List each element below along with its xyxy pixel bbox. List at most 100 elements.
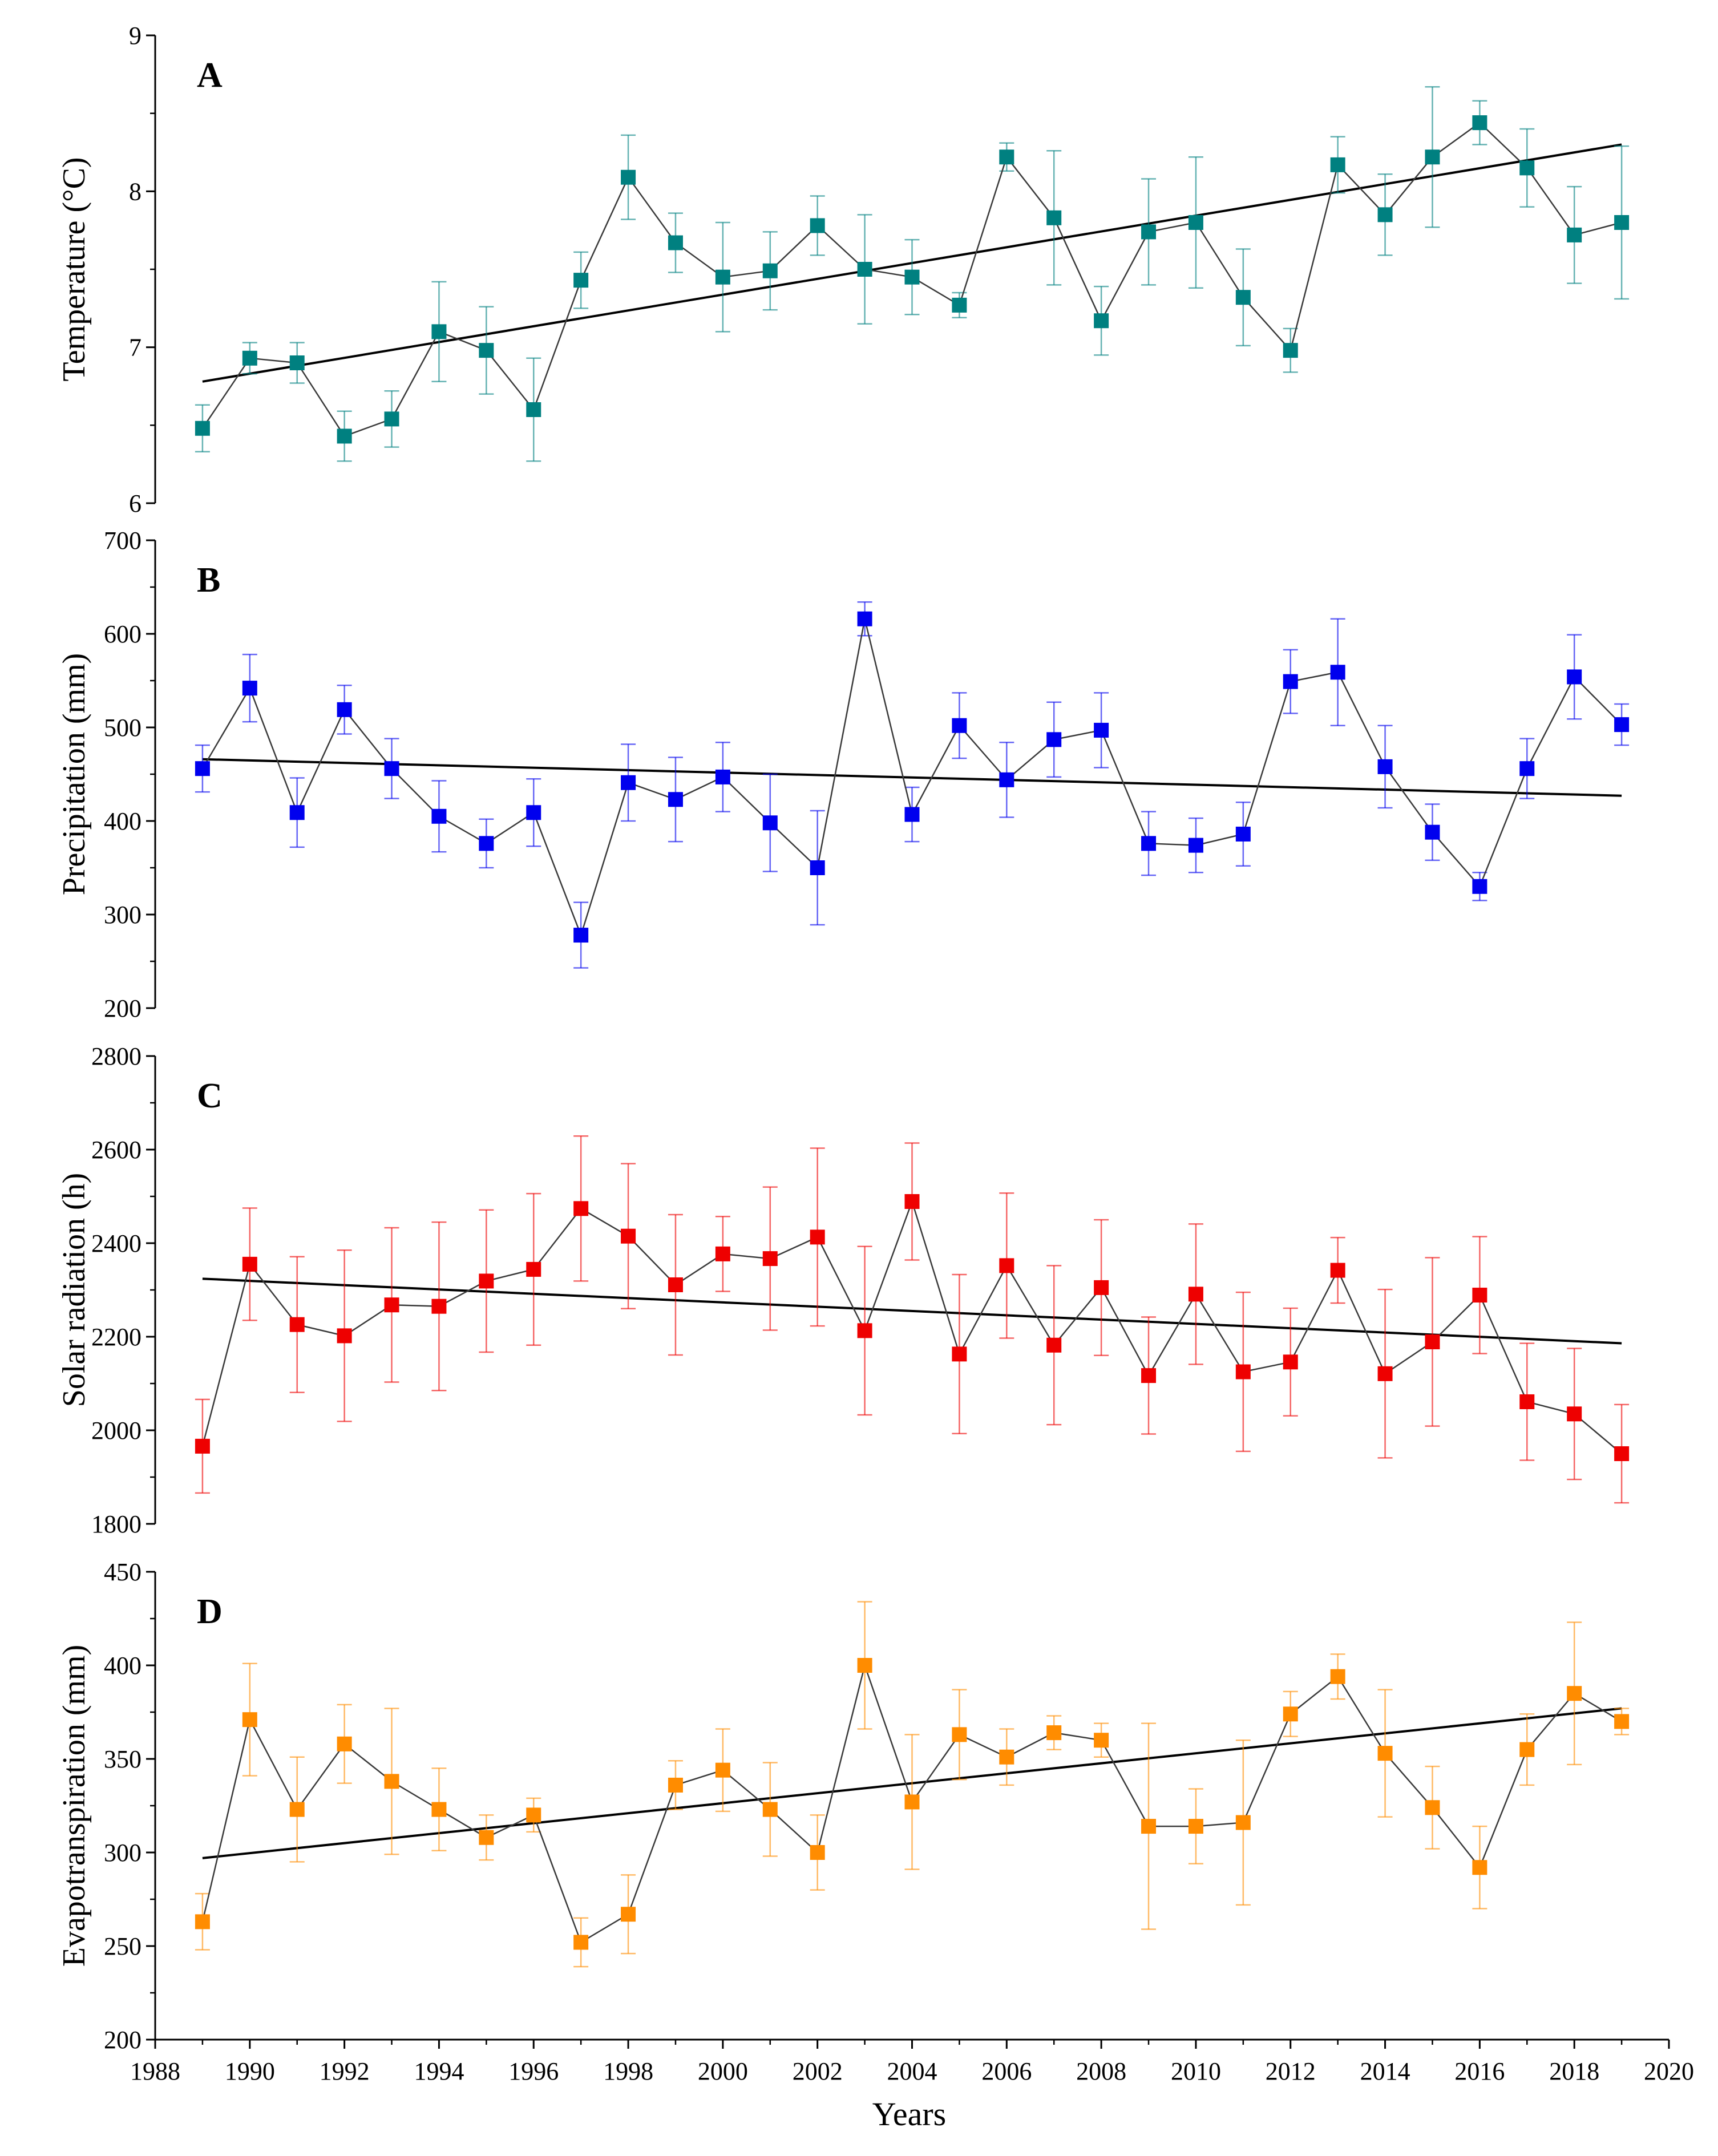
y-tick-label: 2200 <box>91 1323 142 1351</box>
data-point <box>904 269 920 285</box>
data-point <box>999 1258 1014 1273</box>
x-tick-label: 2014 <box>1360 2057 1410 2085</box>
x-tick-label: 2010 <box>1171 2057 1221 2085</box>
data-point <box>1472 879 1487 894</box>
data-point <box>526 805 541 820</box>
panel-c: 1800 2000 2200 2400 2600 2800 Solar radiation … <box>56 1042 1630 1538</box>
data-point <box>1519 761 1535 776</box>
x-tick-label: 1992 <box>320 2057 370 2085</box>
data-point <box>242 1712 257 1728</box>
x-tick-label: 1988 <box>130 2057 180 2085</box>
x-tick-label: 2020 <box>1644 2057 1694 2085</box>
x-tick-label: 1998 <box>603 2057 653 2085</box>
panel-label: B <box>197 561 220 600</box>
data-point <box>810 1229 825 1245</box>
y-tick-label: 450 <box>104 1558 142 1586</box>
data-point <box>715 269 730 285</box>
data-point <box>1519 160 1535 176</box>
y-tick-label: 200 <box>104 2026 142 2054</box>
data-point <box>242 1256 257 1272</box>
data-point <box>431 324 447 339</box>
data-point <box>621 1907 636 1922</box>
x-tick-label: 2004 <box>887 2057 937 2085</box>
data-point <box>1046 1725 1062 1741</box>
data-point <box>621 1228 636 1244</box>
data-point <box>337 428 352 444</box>
data-point <box>1046 732 1062 747</box>
x-tick-label: 2008 <box>1076 2057 1126 2085</box>
y-tick-label: 400 <box>104 1652 142 1680</box>
y-tick-label: 350 <box>104 1745 142 1773</box>
data-point <box>526 402 541 417</box>
y-axis-title: Precipitation (mm) <box>56 653 92 896</box>
data-point <box>1377 1746 1393 1761</box>
data-point <box>1141 224 1157 240</box>
data-point <box>337 1736 352 1752</box>
data-point <box>1283 674 1298 689</box>
panel-b: 200 300 400 500 600 700 Precipitation (mm) B <box>56 527 1630 1022</box>
data-point <box>1094 313 1109 329</box>
data-point <box>904 807 920 822</box>
data-point <box>715 1246 730 1261</box>
data-point <box>1141 1368 1157 1384</box>
x-tick-label: 1996 <box>508 2057 559 2085</box>
data-point <box>1614 1446 1630 1461</box>
x-tick-label: 2016 <box>1454 2057 1505 2085</box>
data-point <box>762 263 778 278</box>
data-point <box>195 1438 210 1454</box>
data-point <box>857 1658 872 1673</box>
y-tick-label: 2000 <box>91 1417 142 1445</box>
data-point <box>1567 669 1582 685</box>
panel-label: A <box>197 56 223 95</box>
data-point <box>668 1777 683 1793</box>
data-point <box>1614 1714 1630 1729</box>
data-point <box>479 343 494 358</box>
data-point <box>762 1802 778 1817</box>
data-point <box>1425 149 1440 165</box>
data-point <box>573 1935 589 1950</box>
data-point <box>668 235 683 250</box>
y-tick-label: 7 <box>129 334 142 362</box>
data-point <box>1425 1334 1440 1350</box>
data-point <box>384 761 399 776</box>
data-point <box>999 149 1014 165</box>
data-point <box>195 420 210 436</box>
y-axis-title: Solar radiation (h) <box>56 1173 92 1407</box>
data-point <box>1046 1337 1062 1353</box>
data-point <box>1377 759 1393 774</box>
data-point <box>1235 290 1251 305</box>
y-tick-label: 250 <box>104 1932 142 1960</box>
data-point <box>1377 207 1393 223</box>
data-point <box>1188 838 1203 853</box>
data-point <box>1235 826 1251 842</box>
data-point <box>1046 210 1062 225</box>
data-point <box>904 1194 920 1210</box>
data-point <box>857 611 872 626</box>
x-tick-label: 1990 <box>225 2057 275 2085</box>
data-point <box>479 1830 494 1845</box>
data-point <box>479 1273 494 1289</box>
y-tick-label: 300 <box>104 1839 142 1867</box>
data-point <box>999 772 1014 787</box>
data-point <box>810 218 825 233</box>
data-point <box>1377 1366 1393 1381</box>
chart-panels: 6 7 8 9 Temperature (°C) A 200 300 400 500 600 700 P… <box>56 22 1669 2054</box>
data-point <box>337 702 352 717</box>
panel-a: 6 7 8 9 Temperature (°C) A <box>56 22 1630 517</box>
data-point <box>857 1323 872 1338</box>
panel-d: 200 250 300 350 400 450 Evapotranspiration (mm… <box>56 1558 1669 2054</box>
data-point <box>999 1749 1014 1765</box>
y-tick-label: 9 <box>129 22 142 50</box>
data-point <box>762 1251 778 1267</box>
y-tick-label: 600 <box>104 620 142 648</box>
data-point <box>1567 1406 1582 1422</box>
data-point <box>1330 1263 1345 1278</box>
data-point <box>289 805 305 820</box>
data-point <box>668 1277 683 1292</box>
data-point <box>1425 824 1440 840</box>
y-tick-label: 8 <box>129 177 142 205</box>
data-point <box>431 1299 447 1314</box>
data-point <box>1141 1819 1157 1834</box>
data-point <box>810 860 825 875</box>
